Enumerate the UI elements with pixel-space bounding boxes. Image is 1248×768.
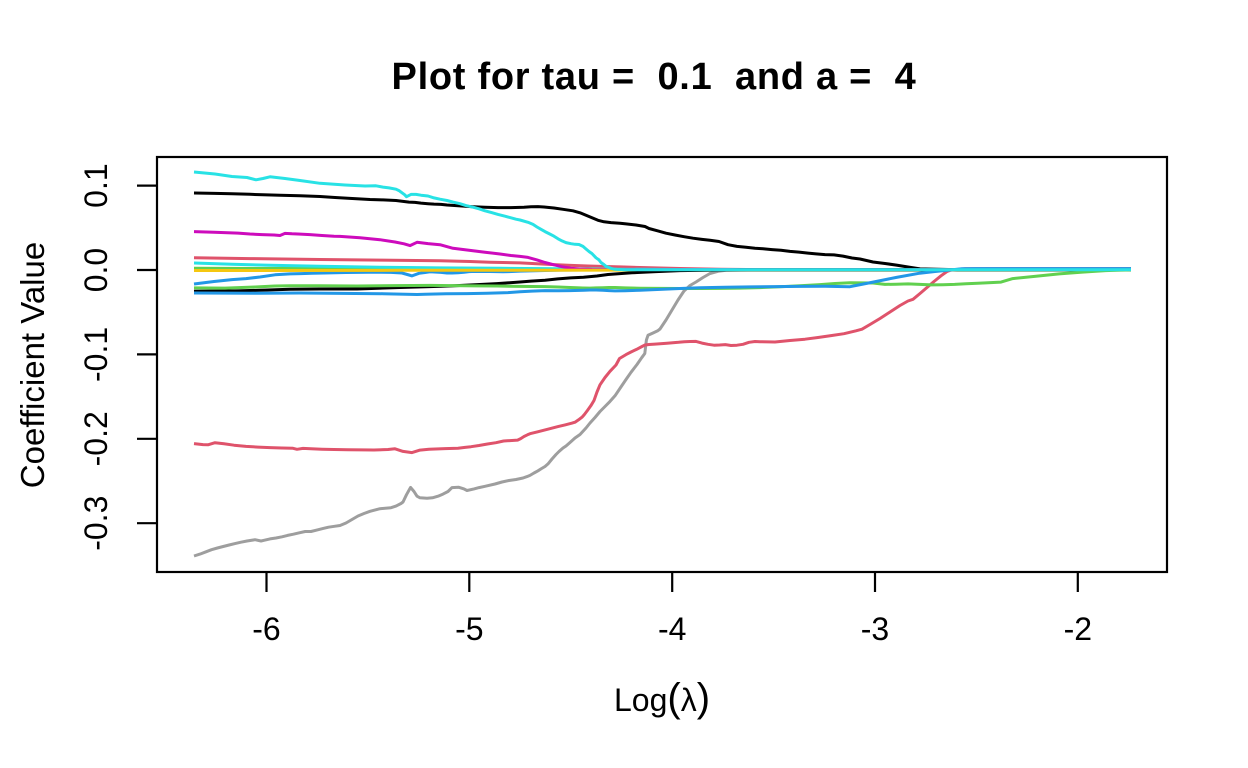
svg-text:0.1: 0.1	[78, 163, 114, 207]
svg-text:-4: -4	[658, 611, 686, 647]
svg-text:-5: -5	[455, 611, 483, 647]
svg-text:-0.3: -0.3	[78, 496, 114, 551]
svg-text:0.0: 0.0	[78, 248, 114, 292]
svg-text:Log(λ): Log(λ)	[614, 676, 710, 720]
svg-text:-2: -2	[1064, 611, 1092, 647]
svg-text:-0.2: -0.2	[78, 411, 114, 466]
svg-text:-6: -6	[252, 611, 280, 647]
svg-text:Coefficient Value: Coefficient Value	[14, 242, 51, 488]
svg-text:-3: -3	[861, 611, 889, 647]
svg-text:Plot for tau = 0.1 and a =: Plot for tau = 0.1 and a = 4	[392, 56, 917, 98]
svg-text:-0.1: -0.1	[78, 327, 114, 382]
